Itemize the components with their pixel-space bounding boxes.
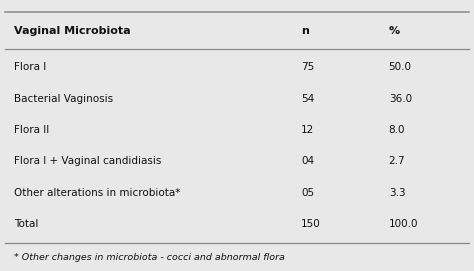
Text: 75: 75: [301, 62, 314, 72]
Text: 50.0: 50.0: [389, 62, 412, 72]
Text: 05: 05: [301, 188, 314, 198]
Text: Bacterial Vaginosis: Bacterial Vaginosis: [14, 93, 113, 104]
Text: 36.0: 36.0: [389, 93, 412, 104]
Text: 3.3: 3.3: [389, 188, 405, 198]
Text: 150: 150: [301, 219, 321, 229]
Text: %: %: [389, 26, 400, 36]
Text: 8.0: 8.0: [389, 125, 405, 135]
Text: Total: Total: [14, 219, 38, 229]
Text: Vaginal Microbiota: Vaginal Microbiota: [14, 26, 131, 36]
Text: Flora I + Vaginal candidiasis: Flora I + Vaginal candidiasis: [14, 156, 162, 166]
Text: Flora I: Flora I: [14, 62, 46, 72]
Text: 04: 04: [301, 156, 314, 166]
Text: n: n: [301, 26, 309, 36]
Text: 12: 12: [301, 125, 314, 135]
Text: Flora II: Flora II: [14, 125, 49, 135]
Text: 2.7: 2.7: [389, 156, 405, 166]
Text: 100.0: 100.0: [389, 219, 418, 229]
Text: * Other changes in microbiota - cocci and abnormal flora: * Other changes in microbiota - cocci an…: [14, 253, 285, 263]
Text: 54: 54: [301, 93, 314, 104]
Text: Other alterations in microbiota*: Other alterations in microbiota*: [14, 188, 181, 198]
